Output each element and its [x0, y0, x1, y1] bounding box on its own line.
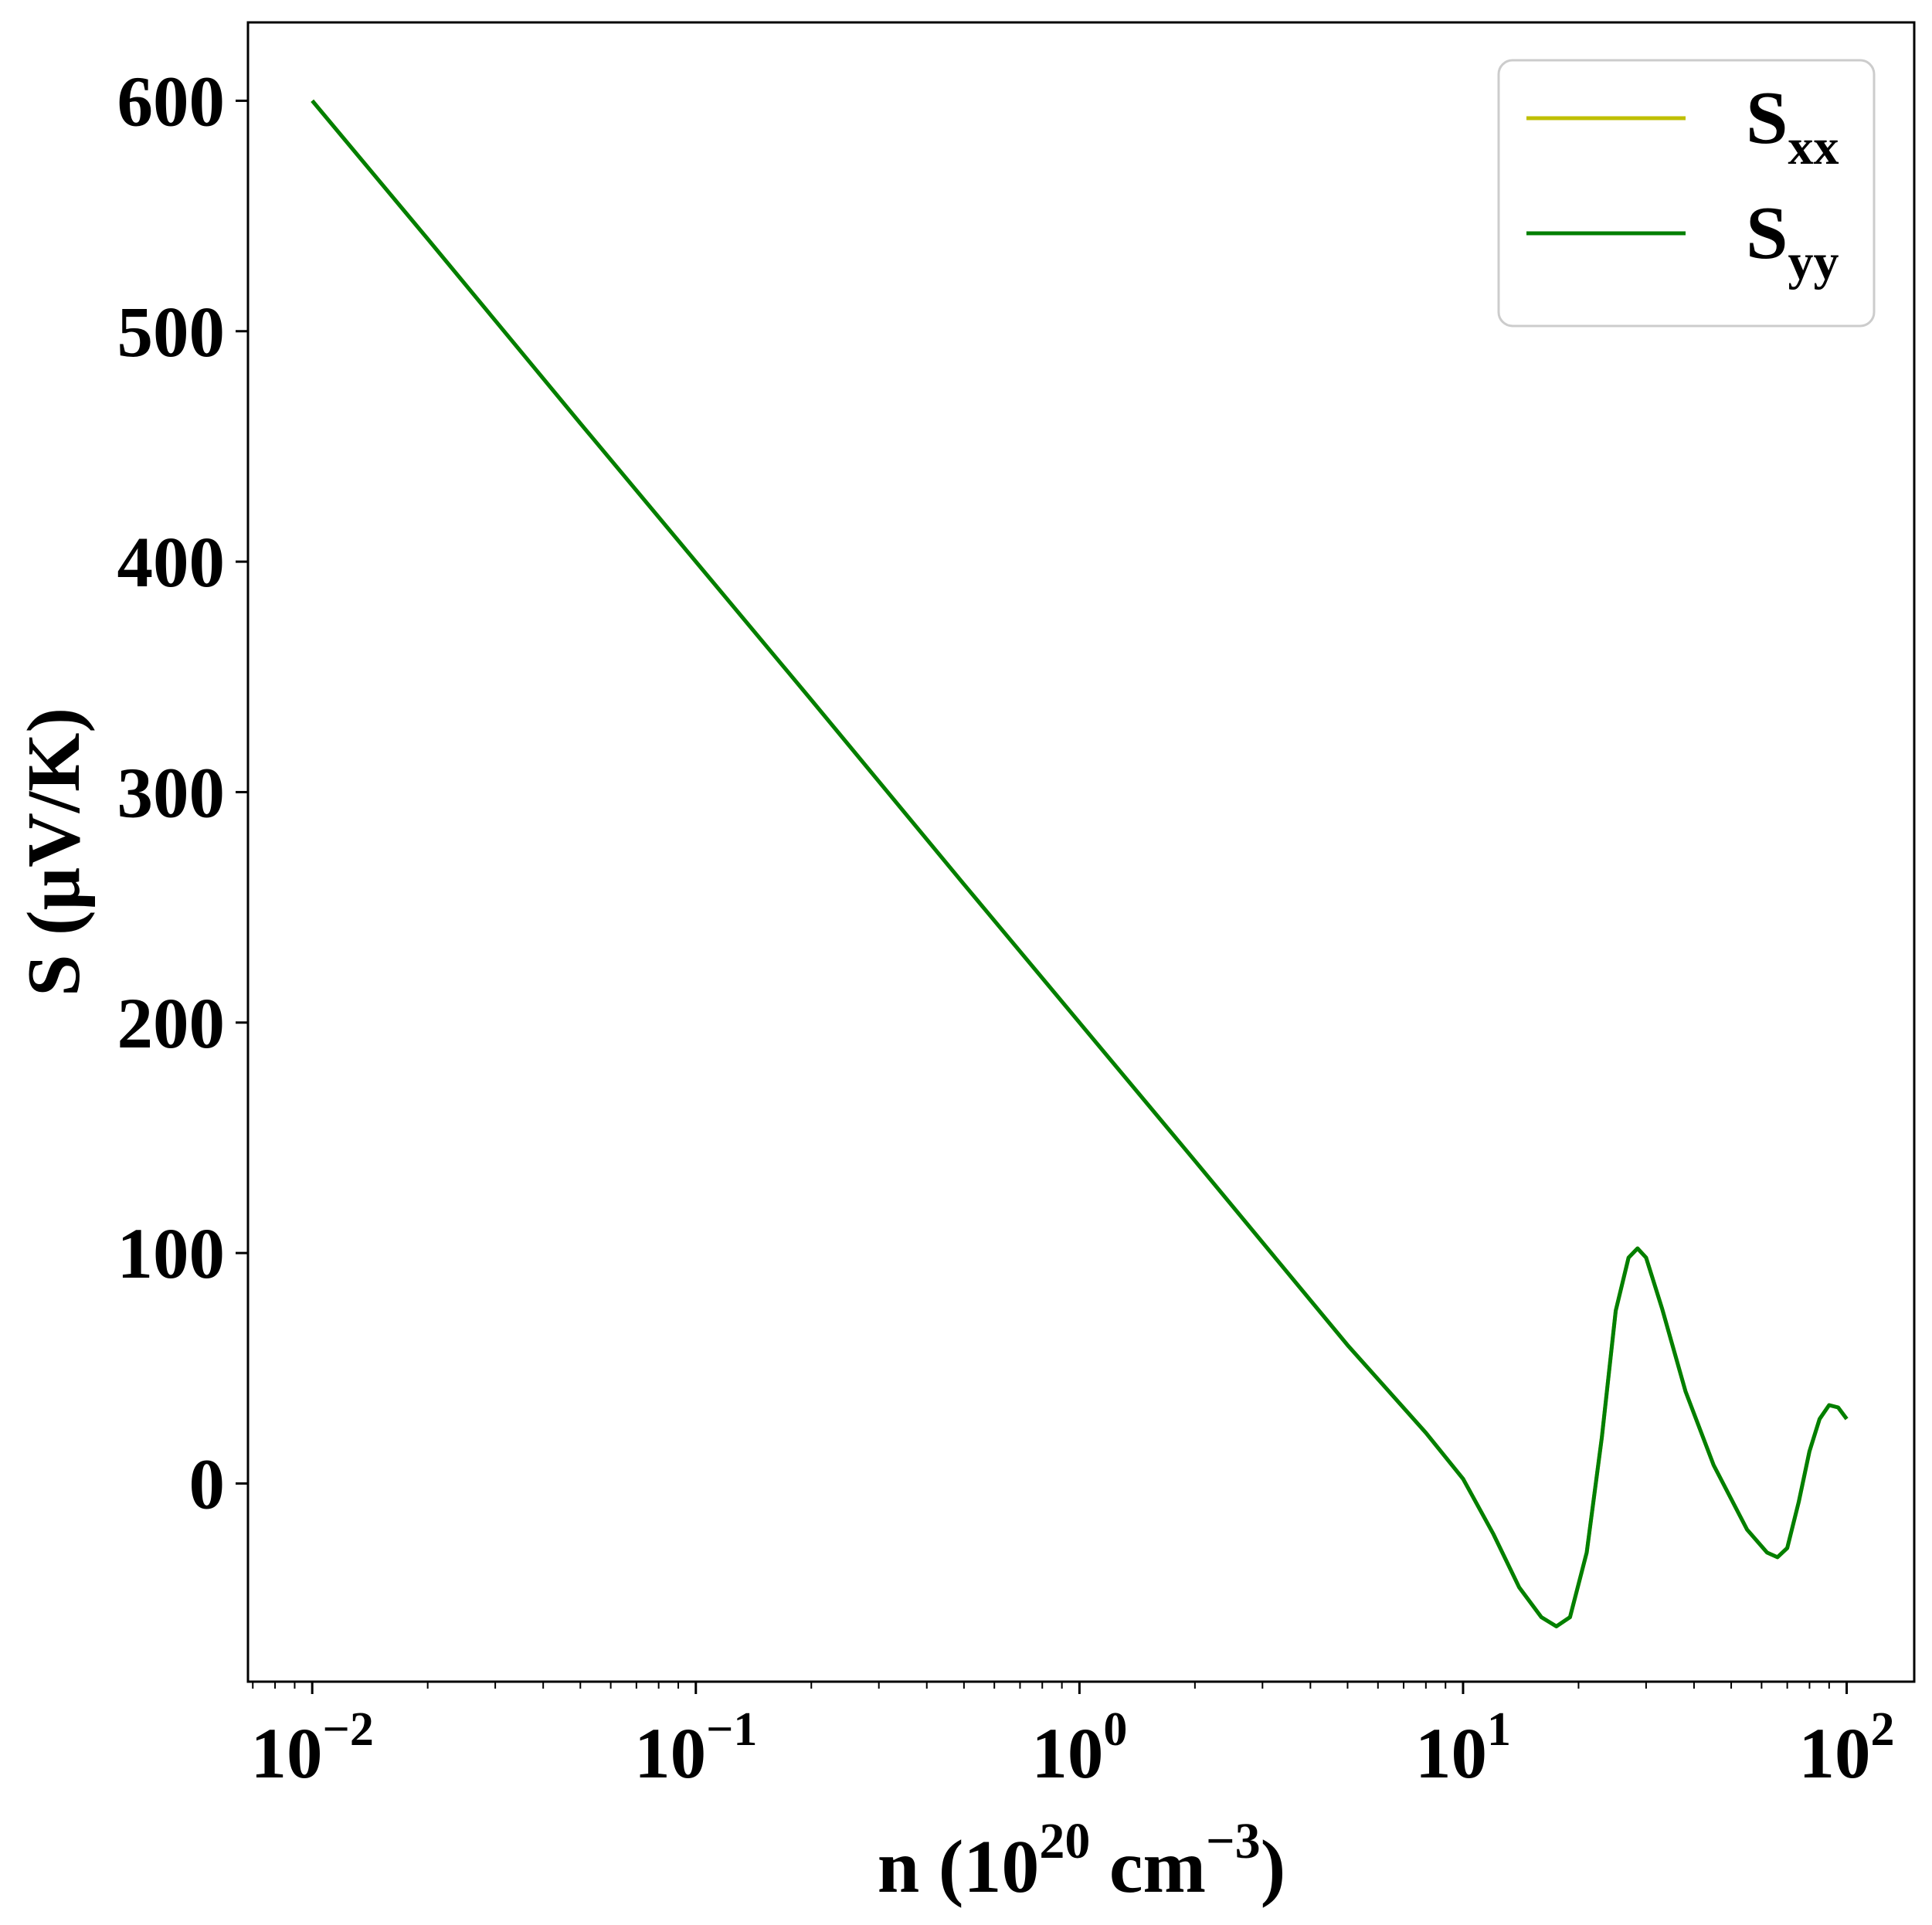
y-tick-label: 500 [117, 293, 226, 372]
x-axis-label: n (1020 cm−3) [878, 1813, 1286, 1909]
legend-label-syy: Syy [1746, 192, 1839, 290]
x-axis-label-exponent-2: −3 [1206, 1813, 1261, 1869]
x-axis: 10−2 10−1 100 101 102 [251, 1682, 1895, 1794]
legend: Sxx Syy [1497, 59, 1876, 328]
x-tick-label: 101 [1415, 1703, 1511, 1794]
x-tick-base: 10 [634, 1714, 706, 1794]
legend-box [1497, 59, 1876, 328]
x-tick-label: 100 [1031, 1703, 1127, 1794]
legend-label-sxx-main: S [1746, 76, 1788, 160]
x-tick-label: 10−1 [634, 1703, 757, 1794]
x-tick-base: 10 [1031, 1714, 1103, 1794]
x-axis-label-suffix: ) [1261, 1825, 1286, 1909]
y-tick-label: 300 [117, 753, 226, 833]
y-axis-label: S (μV/K) [12, 708, 96, 996]
x-axis-label-prefix: n (10 [878, 1825, 1040, 1909]
y-tick-label: 0 [189, 1445, 226, 1524]
x-tick-base: 10 [251, 1714, 323, 1794]
y-tick-label: 600 [117, 62, 226, 141]
series-layer [311, 99, 1849, 1628]
legend-label-sxx: Sxx [1746, 76, 1839, 175]
y-tick-label: 100 [117, 1214, 226, 1294]
y-axis: 0 100 200 300 400 500 600 [117, 62, 248, 1524]
y-tick-label: 200 [117, 984, 226, 1064]
legend-label-sxx-sub: xx [1788, 119, 1839, 175]
legend-label-syy-sub: yy [1788, 234, 1839, 290]
y-tick-label: 400 [117, 523, 226, 603]
x-tick-label: 10−2 [251, 1703, 374, 1794]
x-tick-exponent: −2 [323, 1703, 374, 1756]
x-tick-exponent: 0 [1103, 1703, 1127, 1756]
plot-frame [246, 21, 1916, 1683]
x-axis-label-unit: cm [1090, 1825, 1206, 1909]
x-tick-exponent: 1 [1487, 1703, 1511, 1756]
legend-label-syy-main: S [1746, 192, 1788, 275]
x-tick-exponent: −1 [706, 1703, 757, 1756]
x-tick-base: 10 [1799, 1714, 1871, 1794]
x-tick-base: 10 [1415, 1714, 1487, 1794]
x-tick-label: 102 [1799, 1703, 1895, 1794]
x-axis-label-exponent-1: 20 [1039, 1813, 1090, 1869]
series-line-syy [311, 99, 1849, 1628]
x-tick-exponent: 2 [1871, 1703, 1895, 1756]
